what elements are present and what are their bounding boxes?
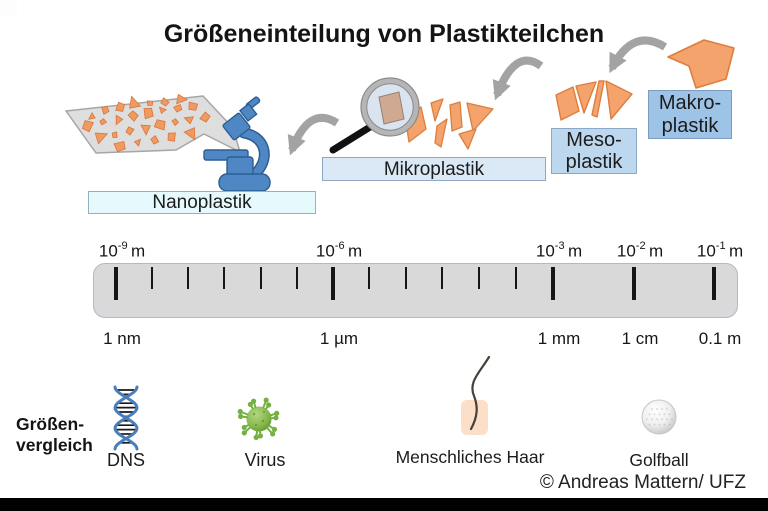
ruler-tick-label-top: 10-3 m (535, 240, 583, 261)
ruler-tick (440, 267, 444, 289)
mikroplastik-fragments (404, 98, 494, 150)
ruler-tick-label-top: 10-6 m (315, 240, 363, 261)
ruler-tick (477, 267, 481, 289)
bottom-black-bar (0, 498, 768, 511)
corner-artifact (0, 0, 17, 17)
mesoplastik-label-line1: Meso- (566, 129, 622, 151)
golfball-icon (641, 399, 677, 435)
ruler-tick-label-bottom: 1 nm (103, 329, 141, 348)
dna-icon (113, 385, 139, 451)
ruler-tick (222, 267, 226, 289)
dna-label: DNS (106, 450, 146, 470)
label-box-mesoplastik: Meso- plastik (551, 128, 637, 174)
nanoplastik-fragments (81, 93, 211, 153)
ruler-tick (295, 267, 299, 289)
ruler-tick (114, 267, 118, 300)
ruler-tick-label-bottom: 1 µm (319, 329, 359, 348)
credit-text: © Andreas Mattern/ UFZ (539, 472, 746, 493)
ruler-tick-label-top: 10-2 m (616, 240, 664, 261)
label-box-nanoplastik: Nanoplastik (88, 191, 316, 214)
hair-icon (461, 355, 491, 435)
makroplastik-label-line2: plastik (661, 114, 719, 137)
golfball-label: Golfball (629, 450, 689, 470)
mesoplastik-fragments (555, 80, 633, 121)
ruler-tick (150, 267, 154, 289)
label-box-makroplastik: Makro- plastik (648, 90, 732, 139)
ruler-tick-label-top: 10-1 m (696, 240, 744, 261)
ruler-tick (712, 267, 716, 300)
size-comparison-heading: Größen- vergleich (16, 414, 93, 456)
magnifier-icon (329, 77, 420, 154)
size-ruler (93, 263, 738, 318)
ruler-tick (186, 267, 190, 289)
nanoplastik-label: Nanoplastik (152, 191, 252, 213)
label-box-mikroplastik: Mikroplastik (322, 157, 546, 181)
ruler-tick (259, 267, 263, 289)
ruler-tick (551, 267, 555, 300)
ruler-tick-label-bottom: 1 cm (621, 329, 659, 348)
ruler-tick (404, 267, 408, 289)
size-comparison-heading-line2: vergleich (16, 435, 93, 455)
mikroplastik-label: Mikroplastik (383, 158, 485, 180)
virus-label: Virus (244, 450, 286, 470)
ruler-tick-label-bottom: 0.1 m (698, 329, 742, 348)
size-comparison-heading-line1: Größen- (16, 414, 85, 434)
page-title: Größeneinteilung von Plastikteilchen (163, 20, 605, 48)
ruler-tick (331, 267, 335, 300)
ruler-tick (367, 267, 371, 289)
mesoplastik-label-line2: plastik (565, 151, 623, 173)
nano-sheet (65, 93, 241, 154)
virus-icon (237, 397, 280, 440)
ruler-tick-label-top: 10-9 m (98, 240, 146, 261)
microscope-icon (203, 96, 271, 192)
ruler-tick (632, 267, 636, 300)
ruler-tick-label-bottom: 1 mm (537, 329, 581, 348)
makroplastik-label-line1: Makro- (658, 91, 722, 114)
ruler-tick (514, 267, 518, 289)
hair-label: Menschliches Haar (395, 447, 545, 467)
